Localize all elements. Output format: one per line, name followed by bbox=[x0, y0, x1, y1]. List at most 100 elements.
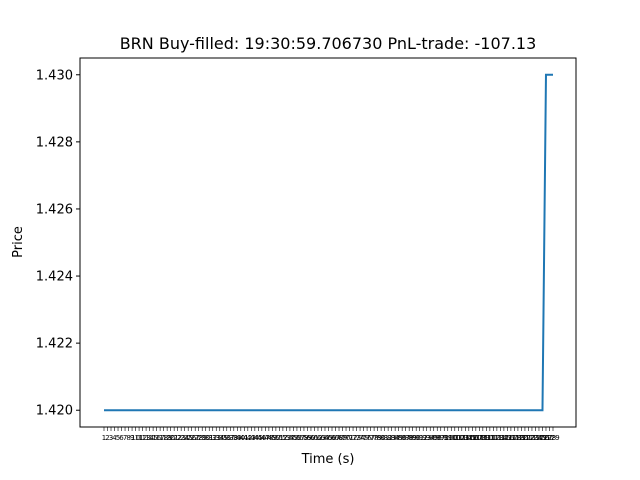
x-tick-label: 26 bbox=[187, 434, 196, 442]
x-tick-label: 57 bbox=[296, 434, 305, 442]
x-tick-label: 50 bbox=[271, 434, 280, 442]
x-tick-label: 96 bbox=[433, 434, 442, 442]
x-tick-label: 37 bbox=[226, 434, 235, 442]
x-tick-label: 74 bbox=[356, 434, 365, 442]
x-tick-label: 97 bbox=[436, 434, 445, 442]
x-tick-label: 121 bbox=[518, 434, 531, 442]
x-tick-label: 89 bbox=[408, 434, 417, 442]
x-tick-label: 45 bbox=[254, 434, 263, 442]
x-tick-label: 85 bbox=[394, 434, 403, 442]
x-tick-label: 77 bbox=[366, 434, 375, 442]
x-tick-label: 14 bbox=[145, 434, 154, 442]
x-tick-label: 41 bbox=[240, 434, 249, 442]
x-tick-label: 32 bbox=[208, 434, 217, 442]
x-tick-label: 30 bbox=[201, 434, 210, 442]
x-tick-label: 78 bbox=[370, 434, 379, 442]
x-tick-label: 63 bbox=[317, 434, 326, 442]
x-tick-label: 29 bbox=[198, 434, 207, 442]
x-tick-label: 107 bbox=[469, 434, 482, 442]
x-tick-label: 54 bbox=[285, 434, 294, 442]
x-tick-label: 18 bbox=[159, 434, 168, 442]
x-tick-label: 86 bbox=[398, 434, 407, 442]
x-tick-label: 116 bbox=[501, 434, 515, 442]
x-tick-label: 129 bbox=[546, 434, 559, 442]
x-tick-label: 38 bbox=[229, 434, 238, 442]
x-tick-label: 100 bbox=[445, 434, 458, 442]
x-tick-label: 122 bbox=[522, 434, 535, 442]
x-tick-label: 25 bbox=[184, 434, 193, 442]
x-tick-label: 53 bbox=[282, 434, 291, 442]
x-tick-label: 20 bbox=[166, 434, 175, 442]
x-tick-label: 126 bbox=[536, 434, 550, 442]
x-tick-label: 39 bbox=[233, 434, 242, 442]
x-tick-label: 49 bbox=[268, 434, 277, 442]
x-tick-label: 60 bbox=[307, 434, 316, 442]
x-tick-label: 80 bbox=[377, 434, 386, 442]
x-tick-label: 75 bbox=[359, 434, 368, 442]
x-tick-label: 3 bbox=[109, 434, 113, 442]
x-tick-label: 64 bbox=[321, 434, 330, 442]
x-tick-label: 61 bbox=[310, 434, 319, 442]
x-tick-label: 101 bbox=[448, 434, 461, 442]
x-tick-label: 2 bbox=[105, 434, 109, 442]
y-tick-label: 1.422 bbox=[36, 337, 73, 352]
x-axis-label: Time (s) bbox=[301, 452, 355, 467]
x-tick-label: 71 bbox=[345, 434, 354, 442]
x-tick-label: 23 bbox=[177, 434, 186, 442]
x-tick-label: 105 bbox=[462, 434, 475, 442]
price-line bbox=[104, 73, 553, 412]
x-tick-label: 82 bbox=[384, 434, 393, 442]
x-tick-label: 128 bbox=[543, 434, 556, 442]
x-tick-label: 48 bbox=[264, 434, 273, 442]
x-axis: 1 2 3 4 5 6 7 8 91011121314151617181920212223242… bbox=[102, 427, 560, 442]
x-tick-label: 103 bbox=[455, 434, 468, 442]
x-tick-label: 17 bbox=[156, 434, 165, 442]
x-tick-label: 127 bbox=[539, 434, 552, 442]
x-tick-label: 59 bbox=[303, 434, 312, 442]
x-tick-label: 58 bbox=[299, 434, 308, 442]
x-tick-label: 22 bbox=[173, 434, 182, 442]
x-tick-label: 88 bbox=[405, 434, 414, 442]
x-tick-label: 10 bbox=[131, 434, 140, 442]
x-tick-label: 93 bbox=[422, 434, 431, 442]
y-tick-label: 1.426 bbox=[36, 202, 73, 217]
x-tick-label: 68 bbox=[335, 434, 344, 442]
x-tick-label: 34 bbox=[215, 434, 224, 442]
x-tick-label: 62 bbox=[314, 434, 323, 442]
x-tick-label: 120 bbox=[515, 434, 528, 442]
x-tick-label: 24 bbox=[180, 434, 189, 442]
x-tick-label: 91 bbox=[415, 434, 424, 442]
y-axis-label: Price bbox=[11, 226, 26, 258]
x-tick-label: 67 bbox=[331, 434, 340, 442]
x-tick-label: 51 bbox=[275, 434, 284, 442]
x-tick-label: 9 bbox=[130, 434, 134, 442]
x-tick-label: 83 bbox=[387, 434, 396, 442]
x-tick-label: 79 bbox=[373, 434, 382, 442]
x-tick-label: 70 bbox=[342, 434, 351, 442]
x-tick-label: 90 bbox=[412, 434, 421, 442]
x-tick-label: 4 bbox=[112, 434, 117, 442]
x-tick-label: 98 bbox=[440, 434, 449, 442]
x-tick-label: 106 bbox=[466, 434, 480, 442]
x-tick-label: 40 bbox=[236, 434, 245, 442]
x-tick-label: 36 bbox=[222, 434, 231, 442]
x-tick-label: 72 bbox=[349, 434, 358, 442]
x-tick-label: 55 bbox=[289, 434, 298, 442]
x-tick-label: 15 bbox=[149, 434, 158, 442]
x-tick-label: 87 bbox=[401, 434, 410, 442]
x-tick-label: 44 bbox=[250, 434, 259, 442]
x-tick-label: 104 bbox=[459, 434, 473, 442]
x-tick-label: 124 bbox=[529, 434, 543, 442]
x-tick-label: 111 bbox=[483, 434, 496, 442]
x-tick-label: 108 bbox=[473, 434, 486, 442]
x-tick-label: 76 bbox=[363, 434, 372, 442]
x-tick-label: 21 bbox=[170, 434, 179, 442]
x-tick-label: 5 bbox=[116, 434, 120, 442]
x-tick-label: 109 bbox=[476, 434, 489, 442]
x-tick-label: 28 bbox=[194, 434, 203, 442]
x-tick-label: 16 bbox=[152, 434, 161, 442]
x-tick-label: 110 bbox=[480, 434, 493, 442]
x-tick-label: 84 bbox=[391, 434, 400, 442]
x-tick-label: 1 bbox=[102, 434, 106, 442]
x-tick-label: 46 bbox=[257, 434, 266, 442]
